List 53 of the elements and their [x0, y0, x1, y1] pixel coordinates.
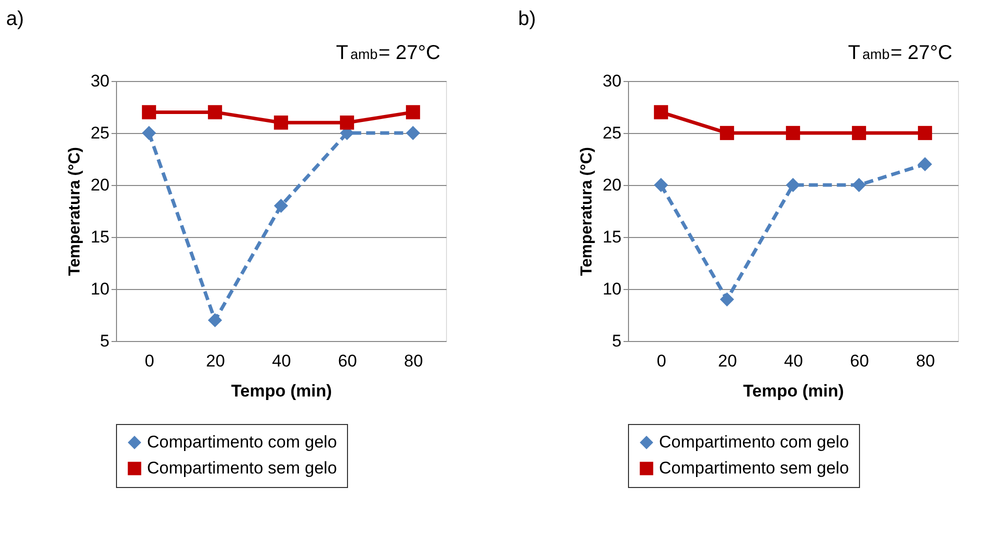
chart-title: b) [518, 8, 536, 30]
y-tick-label: 20 [602, 176, 622, 194]
point [654, 105, 668, 120]
point [852, 126, 866, 140]
x-tick-label: 0 [656, 352, 666, 370]
legend-label: Compartimento com gelo [147, 432, 337, 452]
x-tick-label: 60 [850, 352, 869, 370]
point [274, 198, 288, 213]
x-tick-label: 40 [272, 352, 291, 370]
point [142, 105, 156, 120]
x-tick-label: 80 [404, 352, 423, 370]
y-tick-label: 15 [90, 228, 110, 246]
text: Tamb= 27°C [848, 42, 952, 64]
point [852, 178, 866, 192]
y-tick-label: 25 [90, 124, 110, 142]
text: Tamb= 27°C [336, 42, 440, 64]
point [786, 178, 800, 192]
y-tick-label: 20 [90, 176, 110, 194]
point [208, 313, 222, 328]
point [406, 126, 420, 140]
y-axis-title: Temperatura (°C) [66, 147, 84, 276]
point [918, 157, 932, 172]
legend-label: Compartimento com gelo [659, 432, 849, 452]
point [786, 126, 800, 140]
point [274, 116, 288, 130]
point [720, 126, 734, 140]
x-tick-label: 80 [916, 352, 935, 370]
point [720, 292, 734, 306]
y-tick-label: 30 [602, 72, 622, 90]
y-tick-label: 10 [90, 280, 110, 298]
point [406, 105, 420, 120]
point [340, 116, 354, 130]
x-tick-label: 20 [206, 352, 225, 370]
y-tick-label: 15 [602, 228, 622, 246]
point [654, 178, 668, 192]
x-tick-label: 60 [338, 352, 357, 370]
point [208, 105, 222, 120]
y-tick-label: 5 [612, 332, 622, 350]
y-axis-title: Temperatura (°C) [578, 147, 596, 276]
legend-label: Compartimento sem gelo [659, 458, 849, 478]
x-axis-title: Tempo (min) [743, 382, 844, 400]
y-tick-label: 5 [100, 332, 110, 350]
x-tick-label: 0 [144, 352, 154, 370]
x-axis-title: Tempo (min) [231, 382, 332, 400]
point [142, 126, 156, 140]
x-tick-label: 40 [784, 352, 803, 370]
point [918, 126, 932, 140]
legend-label: Compartimento sem gelo [147, 458, 337, 478]
chart-title: a) [6, 8, 24, 30]
x-tick-label: 20 [718, 352, 737, 370]
y-tick-label: 30 [90, 72, 110, 90]
y-tick-label: 25 [602, 124, 622, 142]
y-tick-label: 10 [602, 280, 622, 298]
